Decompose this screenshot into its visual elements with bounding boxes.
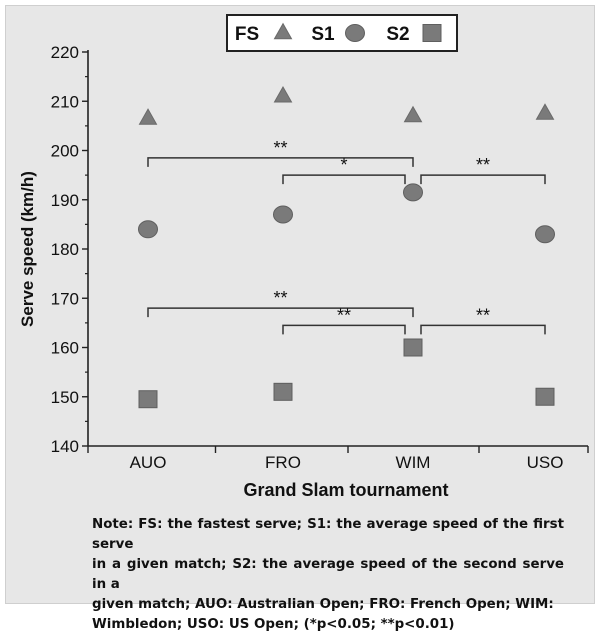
- note-line: Note: FS: the fastest serve; S1: the ave…: [92, 517, 564, 552]
- y-tick-label: 210: [51, 92, 79, 111]
- legend-box: [226, 14, 458, 52]
- note-line: Wimbledon; USO: US Open; (*p<0.05; **p<0…: [92, 617, 455, 632]
- y-tick-label: 220: [51, 43, 79, 62]
- significance-bracket: **: [147, 288, 414, 318]
- bracket-line: [282, 174, 406, 185]
- x-axis-title: Grand Slam tournament: [243, 480, 448, 500]
- note-line: in a given match; S2: the average speed …: [92, 557, 564, 592]
- fs-point: [138, 108, 158, 125]
- x-tick-label: AUO: [130, 453, 167, 472]
- x-tick-label: FRO: [265, 453, 301, 472]
- significance-label: *: [340, 155, 347, 175]
- s2-point: [138, 390, 158, 409]
- significance-bracket: *: [282, 155, 406, 185]
- bracket-line: [147, 157, 414, 167]
- s1-point: [535, 225, 555, 244]
- y-tick-label: 170: [51, 289, 79, 308]
- y-tick-label: 180: [51, 240, 79, 259]
- fs-point: [273, 86, 293, 103]
- bracket-line: [420, 174, 546, 185]
- y-tick-label: 140: [51, 437, 79, 456]
- legend: FS S1 S2: [226, 14, 458, 52]
- data-points: [138, 86, 555, 409]
- chart: FS S1 S2 140 150 160 170 180 190 200 210 220 AUO FRO…: [18, 14, 589, 500]
- s1-point: [403, 183, 423, 202]
- legend-label: FS: [235, 24, 259, 45]
- legend-circle-icon: [345, 24, 365, 42]
- y-tick-label: 200: [51, 142, 79, 161]
- y-tick-label: 150: [51, 388, 79, 407]
- significance-label: **: [476, 155, 490, 175]
- bracket-line: [147, 307, 414, 318]
- significance-bracket: **: [420, 155, 546, 185]
- significance-bracket: **: [420, 305, 546, 335]
- note-line: given match; AUO: Australian Open; FRO: …: [92, 597, 554, 612]
- bracket-line: [282, 324, 406, 335]
- y-tick-label: 160: [51, 339, 79, 358]
- significance-bracket: **: [282, 305, 406, 335]
- y-tick-label: 190: [51, 191, 79, 210]
- significance-label: **: [337, 305, 351, 325]
- s2-point: [273, 382, 293, 401]
- legend-label: S2: [386, 24, 409, 45]
- significance-annotations: *** ****** **: [147, 138, 546, 335]
- legend-label: S1: [311, 24, 335, 45]
- bracket-line: [420, 324, 546, 335]
- legend-square-icon: [422, 24, 442, 42]
- s2-point: [403, 338, 423, 357]
- significance-bracket: **: [147, 138, 414, 167]
- figure-note: Note: FS: the fastest serve; S1: the ave…: [92, 515, 564, 635]
- s1-point: [138, 220, 158, 239]
- significance-label: **: [476, 305, 490, 325]
- s1-point: [273, 205, 293, 224]
- y-axis-title: Serve speed (km/h): [18, 171, 37, 327]
- fs-point: [403, 105, 423, 123]
- figure-panel: [5, 5, 595, 604]
- significance-label: **: [273, 288, 287, 308]
- legend-triangle-icon: [273, 22, 293, 40]
- axes: 140 150 160 170 180 190 200 210 220 AUO FRO WIM USO G…: [18, 43, 589, 500]
- significance-label: **: [273, 138, 287, 158]
- x-tick-label: USO: [527, 453, 564, 472]
- fs-point: [535, 103, 555, 120]
- x-tick-label: WIM: [396, 453, 431, 472]
- s2-point: [535, 387, 555, 406]
